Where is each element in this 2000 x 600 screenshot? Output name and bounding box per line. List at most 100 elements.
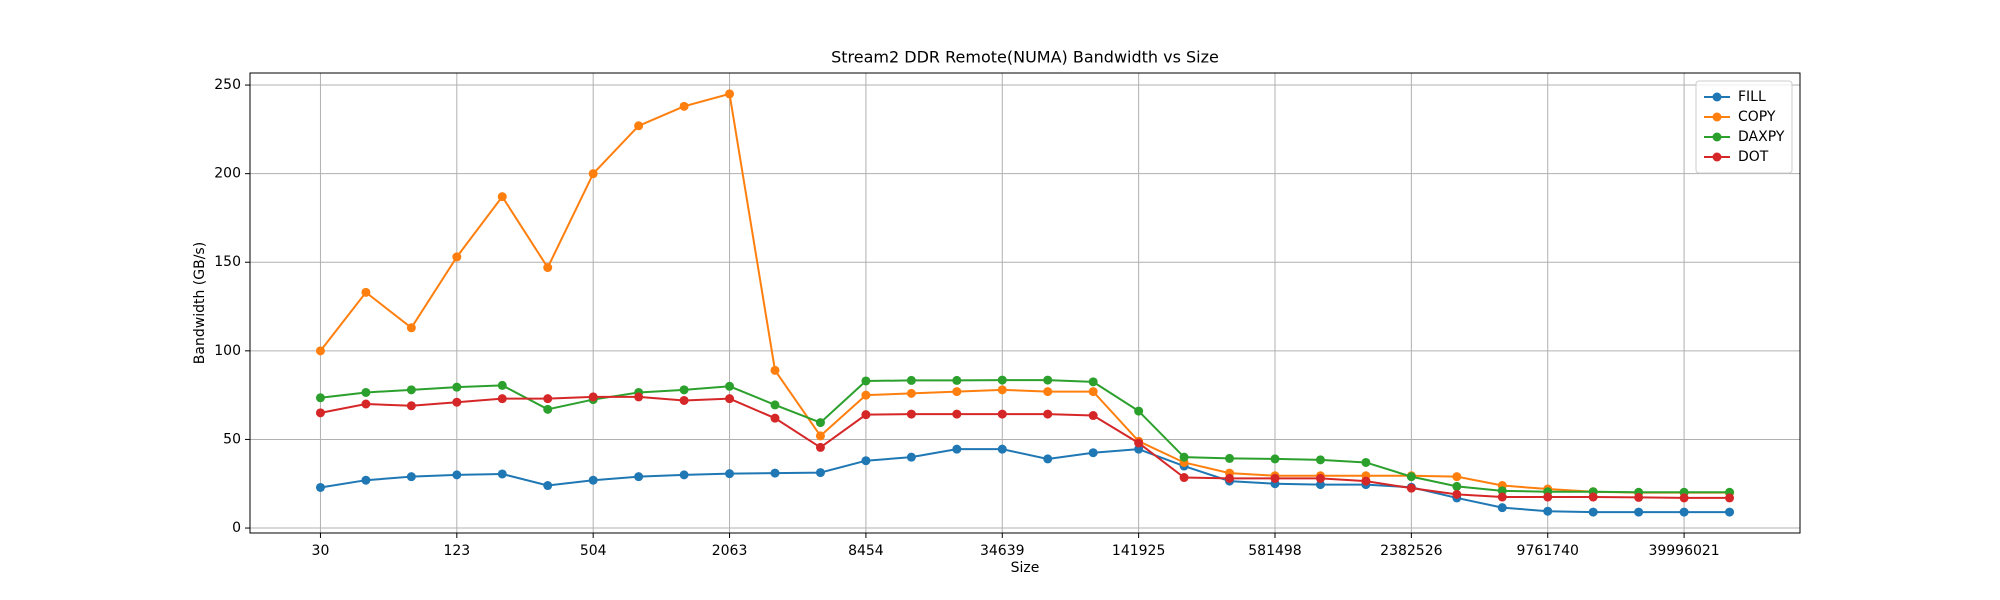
data-point xyxy=(1225,453,1235,463)
x-tick-label: 9761740 xyxy=(1517,543,1579,559)
data-point xyxy=(588,475,598,485)
data-point xyxy=(1270,473,1280,483)
y-axis-label: Bandwidth (GB/s) xyxy=(192,242,208,364)
x-tick-label: 30 xyxy=(312,543,330,559)
data-point xyxy=(815,442,825,452)
legend-marker xyxy=(1712,152,1722,162)
legend-label: FILL xyxy=(1738,89,1766,105)
data-point xyxy=(406,472,416,482)
y-tick-label: 50 xyxy=(223,431,241,447)
data-point xyxy=(1134,444,1144,454)
series-line xyxy=(319,92,1730,494)
data-point xyxy=(861,456,871,466)
data-point xyxy=(1406,483,1416,493)
data-point xyxy=(1406,472,1416,482)
data-point xyxy=(1452,489,1462,499)
data-point xyxy=(861,390,871,400)
data-point xyxy=(1088,411,1098,421)
data-point xyxy=(725,394,735,404)
data-point xyxy=(1315,455,1325,465)
series-line xyxy=(320,395,1730,499)
legend-marker xyxy=(1712,92,1722,102)
data-point xyxy=(1725,507,1735,517)
data-point xyxy=(679,385,689,395)
series-line xyxy=(320,448,1730,514)
data-point xyxy=(679,470,689,480)
data-point xyxy=(906,388,916,398)
legend-label: COPY xyxy=(1738,109,1776,125)
data-point xyxy=(1225,473,1235,483)
y-tick-label: 100 xyxy=(214,343,241,359)
data-point xyxy=(361,287,371,297)
data-point xyxy=(1315,480,1325,490)
data-point xyxy=(1088,377,1098,387)
data-point xyxy=(725,89,735,99)
data-point xyxy=(1043,454,1053,464)
data-point xyxy=(725,469,735,479)
data-point xyxy=(588,169,598,179)
data-point xyxy=(543,394,553,404)
data-point xyxy=(406,323,416,333)
data-point xyxy=(770,468,780,478)
x-tick-label: 123 xyxy=(443,543,470,559)
data-point xyxy=(952,444,962,454)
x-tick-label: 2382526 xyxy=(1380,543,1442,559)
data-point xyxy=(1497,503,1507,513)
data-point xyxy=(315,346,325,356)
x-tick-label: 581498 xyxy=(1248,543,1301,559)
data-point xyxy=(906,409,916,419)
y-tick-label: 200 xyxy=(214,166,241,182)
y-tick-label: 150 xyxy=(214,254,241,270)
data-point xyxy=(1088,448,1098,458)
data-point xyxy=(1679,493,1689,503)
legend-box xyxy=(1695,80,1793,174)
data-point xyxy=(497,469,507,479)
data-point xyxy=(770,400,780,410)
x-axis-label: Size xyxy=(1011,560,1040,576)
data-point xyxy=(861,376,871,386)
data-point xyxy=(770,413,780,423)
data-point xyxy=(952,375,962,385)
data-point xyxy=(543,481,553,491)
data-point xyxy=(543,404,553,414)
data-point xyxy=(1315,473,1325,483)
data-point xyxy=(1452,481,1462,491)
data-point xyxy=(315,408,325,418)
data-point xyxy=(452,382,462,392)
data-point xyxy=(1134,406,1144,416)
x-tick-label: 504 xyxy=(580,543,607,559)
series-line xyxy=(320,379,1730,494)
data-point xyxy=(452,252,462,262)
data-point xyxy=(906,452,916,462)
data-point xyxy=(452,397,462,407)
data-point xyxy=(997,409,1007,419)
data-point xyxy=(1679,507,1689,517)
data-point xyxy=(997,444,1007,454)
data-point xyxy=(497,394,507,404)
data-point xyxy=(406,401,416,411)
data-point xyxy=(1088,387,1098,397)
data-point xyxy=(1043,387,1053,397)
data-point xyxy=(1497,486,1507,496)
data-point xyxy=(315,482,325,492)
legend-marker xyxy=(1712,112,1722,122)
legend-marker xyxy=(1712,132,1722,142)
data-point xyxy=(679,395,689,405)
data-point xyxy=(725,381,735,391)
legend-label: DAXPY xyxy=(1738,129,1785,145)
data-point xyxy=(906,375,916,385)
data-point xyxy=(1134,438,1144,448)
y-tick-label: 0 xyxy=(232,520,241,536)
data-point xyxy=(1588,507,1598,517)
data-point xyxy=(1634,507,1644,517)
data-point xyxy=(361,399,371,409)
plot-frame xyxy=(249,72,1801,534)
x-tick-label: 8454 xyxy=(848,543,884,559)
data-point xyxy=(1452,472,1462,482)
data-point xyxy=(497,192,507,202)
data-point xyxy=(1634,492,1644,502)
data-point xyxy=(315,393,325,403)
data-point xyxy=(997,385,1007,395)
